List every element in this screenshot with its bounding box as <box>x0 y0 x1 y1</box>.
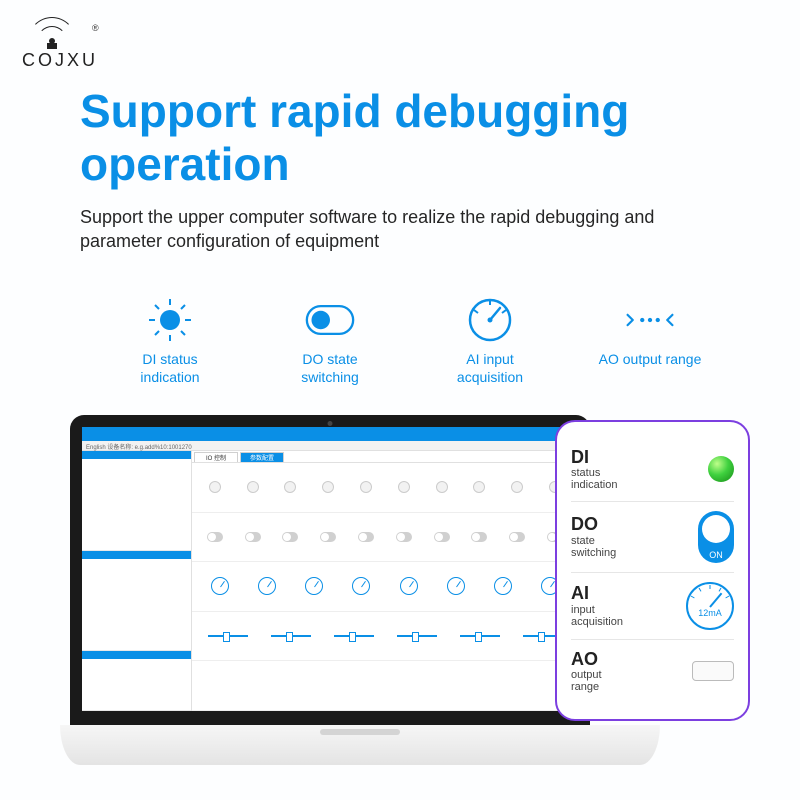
ao-range-icon <box>625 295 675 345</box>
popup-ao-line2: range <box>571 681 602 693</box>
popup-ao-line1: output <box>571 669 602 681</box>
headline-title: Support rapid debugging operation <box>80 85 720 191</box>
popup-item-ao: AO output range <box>571 640 734 703</box>
headline-block: Support rapid debugging operation Suppor… <box>80 85 720 253</box>
tab-param-config[interactable]: 参数配置 <box>240 452 284 462</box>
sidebar-panel-2 <box>82 551 191 651</box>
popup-ao-code: AO <box>571 649 602 669</box>
di-status-icon <box>145 295 195 345</box>
feature-row: DI status indication DO state switching … <box>115 295 705 386</box>
toggle-switch-icon[interactable]: ON <box>698 511 734 563</box>
main-panel: IO 控制 参数配置 <box>192 451 578 711</box>
toggle-state-label: ON <box>709 550 723 560</box>
app-titlebar <box>82 427 578 441</box>
laptop-mockup: English 设备名称: e.g.add%10:1001270 IO 控制 参… <box>60 415 600 765</box>
ao-row <box>192 612 578 662</box>
feature-popup-card: DI status indication DO state switching … <box>555 420 750 721</box>
laptop-base <box>60 725 660 765</box>
ai-row <box>192 562 578 612</box>
feature-ao: AO output range <box>595 295 705 386</box>
popup-do-code: DO <box>571 514 616 534</box>
feature-ai-label: AI input acquisition <box>435 351 545 386</box>
trademark: ® <box>92 23 99 33</box>
popup-ai-code: AI <box>571 583 623 603</box>
sidebar-panel-3 <box>82 651 191 711</box>
popup-do-line2: switching <box>571 547 616 559</box>
left-sidebar <box>82 451 192 711</box>
popup-di-line1: status <box>571 467 617 479</box>
feature-do: DO state switching <box>275 295 385 386</box>
do-toggle-icon <box>305 295 355 345</box>
gauge-value: 12mA <box>698 608 722 618</box>
popup-di-code: DI <box>571 447 617 467</box>
bottom-row <box>192 661 578 711</box>
headline-subtitle: Support the upper computer software to r… <box>80 205 720 254</box>
popup-item-ai: AI input acquisition 12mA <box>571 573 734 640</box>
popup-ai-line2: acquisition <box>571 616 623 628</box>
popup-ai-line1: input <box>571 604 623 616</box>
popup-item-do: DO state switching ON <box>571 502 734 573</box>
laptop-screen-frame: English 设备名称: e.g.add%10:1001270 IO 控制 参… <box>70 415 590 725</box>
software-screenshot: English 设备名称: e.g.add%10:1001270 IO 控制 参… <box>82 427 578 711</box>
tab-bar: IO 控制 参数配置 <box>192 451 578 463</box>
brand-logo: ® COJXU <box>22 18 98 71</box>
feature-ao-label: AO output range <box>599 351 702 369</box>
feature-do-label: DO state switching <box>275 351 385 386</box>
ai-gauge-icon <box>465 295 515 345</box>
feature-di-label: DI status indication <box>115 351 225 386</box>
antenna-icon: ® <box>22 18 82 48</box>
sidebar-panel-1 <box>82 451 191 551</box>
do-row <box>192 513 578 563</box>
popup-item-di: DI status indication <box>571 438 734 502</box>
di-row <box>192 463 578 513</box>
feature-di: DI status indication <box>115 295 225 386</box>
led-indicator-icon <box>708 456 734 482</box>
popup-di-line2: indication <box>571 479 617 491</box>
popup-do-line1: state <box>571 535 616 547</box>
tab-io-control[interactable]: IO 控制 <box>194 452 238 462</box>
range-input-icon[interactable] <box>692 661 734 681</box>
app-toolbar: English 设备名称: e.g.add%10:1001270 <box>82 441 578 451</box>
feature-ai: AI input acquisition <box>435 295 545 386</box>
gauge-meter-icon: 12mA <box>686 582 734 630</box>
